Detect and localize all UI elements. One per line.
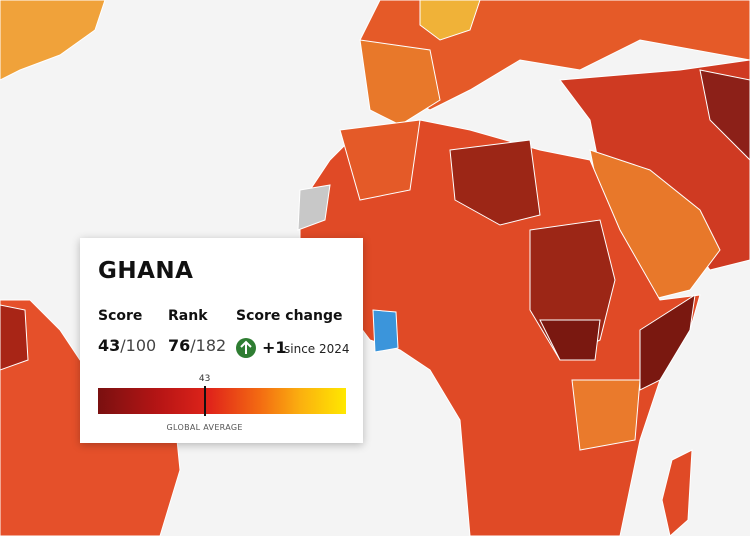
- venezuela[interactable]: [0, 304, 29, 371]
- score-max: /100: [120, 336, 157, 355]
- rank-label: Rank: [168, 308, 208, 324]
- ghana[interactable]: [372, 309, 399, 353]
- arrow-glyph: [240, 340, 252, 354]
- tanzania[interactable]: [571, 379, 641, 451]
- north-europe[interactable]: [419, 0, 481, 41]
- marker-value: 43: [198, 374, 211, 384]
- country-popup: GHANA Score Rank Score change 43/100 76/…: [80, 238, 363, 443]
- west-europe[interactable]: [359, 39, 441, 126]
- score: 43: [98, 336, 121, 355]
- global-average-label: GLOBAL AVERAGE: [166, 423, 243, 432]
- rank-value: 76/182: [168, 336, 226, 355]
- up-arrow-icon: [236, 338, 256, 358]
- score-marker: [203, 386, 206, 416]
- change-label: Score change: [236, 308, 343, 324]
- south-sudan[interactable]: [539, 319, 601, 361]
- score-value: 43/100: [98, 336, 156, 355]
- rank: 76: [168, 336, 191, 355]
- iran[interactable]: [699, 69, 750, 161]
- north-america[interactable]: [0, 0, 106, 81]
- libya[interactable]: [449, 139, 541, 226]
- country-name: GHANA: [98, 258, 194, 284]
- score-gradient-bar: [98, 388, 346, 414]
- change-since: since 2024: [284, 342, 350, 356]
- score-change: +1: [262, 338, 287, 357]
- algeria[interactable]: [339, 119, 421, 201]
- madagascar[interactable]: [661, 449, 693, 536]
- score-label: Score: [98, 308, 143, 324]
- western-sahara[interactable]: [297, 184, 331, 231]
- rank-of: /182: [190, 336, 227, 355]
